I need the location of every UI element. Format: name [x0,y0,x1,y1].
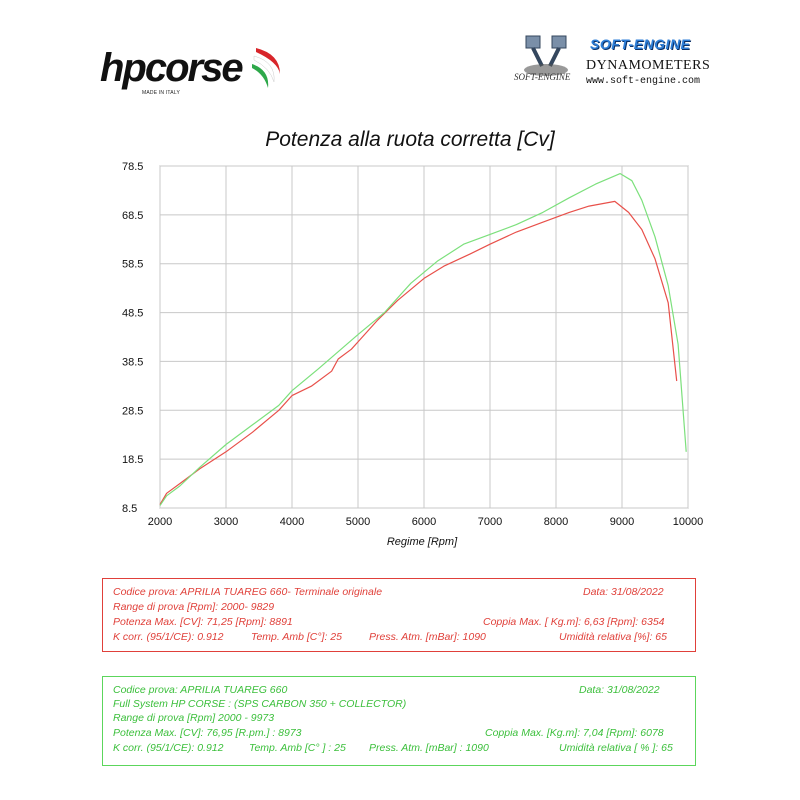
series-line-0 [159,200,678,505]
x-tick-label: 10000 [673,516,704,528]
x-tick-label: 7000 [478,516,502,528]
x-axis-label: Regime [Rpm] [387,536,458,548]
y-tick-label: 68.5 [122,210,143,222]
test-kcorr: K corr. (95/1/CE): 0.912 [113,631,224,643]
y-tick-label: 8.5 [122,503,137,515]
soft-engine-title: SOFT-ENGINE [590,36,691,52]
hpcorse-logo: hpcorse MADE IN ITALY [100,44,290,100]
test-range: Range di prova [Rpm]: 2000- 9829 [113,601,275,613]
test-range: Range di prova [Rpm] 2000 - 9973 [113,712,275,724]
test-temp: Temp. Amb [C°]: 25 [251,631,342,643]
y-tick-label: 28.5 [122,405,143,417]
test-legend-original: Codice prova: APRILIA TUAREG 660- Termin… [102,578,696,652]
test-kcorr: K corr. (95/1/CE): 0.912 [113,742,224,754]
test-date: Data: 31/08/2022 [583,586,664,598]
pistons-icon [524,35,568,76]
x-tick-label: 8000 [544,516,568,528]
x-tick-label: 5000 [346,516,370,528]
test-torque: Coppia Max. [Kg.m]: 7,04 [Rpm]: 6078 [485,727,664,739]
y-tick-label: 78.5 [122,161,143,173]
soft-engine-subtitle: DYNAMOMETERS [586,58,711,73]
x-tick-label: 3000 [214,516,238,528]
test-humidity: Umidità relativa [%]: 65 [559,631,667,643]
test-code: Codice prova: APRILIA TUAREG 660 [113,684,288,696]
y-tick-label: 58.5 [122,259,143,271]
x-tick-label: 4000 [280,516,304,528]
soft-engine-website: www.soft-engine.com [586,76,701,87]
chart-title: Potenza alla ruota corretta [Cv] [265,128,555,151]
test-legend-full-system: Codice prova: APRILIA TUAREG 660 Data: 3… [102,676,696,766]
test-power: Potenza Max. [CV]: 76,95 [R.pm.] : 8973 [113,727,302,739]
soft-engine-logo: SOFT-ENGINE SOFT-ENGINE DYNAMOMETERS www… [512,34,712,94]
series-line-1 [159,173,687,506]
soft-engine-mark: SOFT-ENGINE [514,72,571,82]
x-tick-label: 2000 [148,516,172,528]
test-temp: Temp. Amb [C° ] : 25 [249,742,346,754]
test-press: Press. Atm. [mBar]: 1090 [369,631,486,643]
power-chart: 2000 3000 4000 5000 6000 7000 8000 9000 10000 8.5… [122,161,704,548]
hpcorse-wordmark: hpcorse [100,46,244,90]
y-tick-label: 48.5 [122,308,143,320]
test-torque: Coppia Max. [ Kg.m]: 6,63 [Rpm]: 6354 [483,616,665,628]
y-tick-label: 38.5 [122,356,143,368]
test-system: Full System HP CORSE : (SPS CARBON 350 +… [113,698,407,710]
test-press: Press. Atm. [mBar] : 1090 [369,742,489,754]
test-humidity: Umidità relativa [ % ]: 65 [559,742,673,754]
test-power: Potenza Max. [CV]: 71,25 [Rpm]: 8891 [113,616,293,628]
x-tick-label: 6000 [412,516,436,528]
hpcorse-tagline: MADE IN ITALY [142,90,180,96]
test-code: Codice prova: APRILIA TUAREG 660- Termin… [113,586,383,598]
x-tick-label: 9000 [610,516,634,528]
italian-flag-swoosh-icon [252,48,280,88]
y-tick-label: 18.5 [122,454,143,466]
test-date: Data: 31/08/2022 [579,684,660,696]
